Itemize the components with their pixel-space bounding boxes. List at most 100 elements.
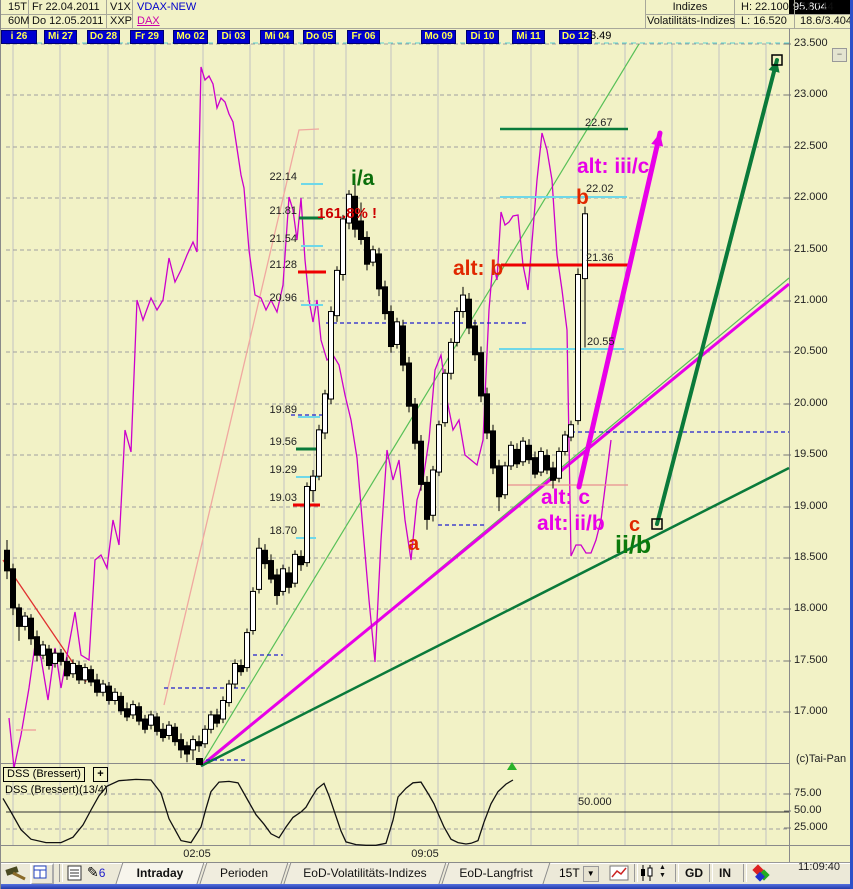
candlestick-style-icon[interactable] (639, 864, 655, 882)
date-tab-i-26[interactable]: i 26 (1, 30, 37, 44)
date-tab-fr-06[interactable]: Fr 06 (347, 30, 380, 44)
annotation-i-a: i/a (351, 167, 375, 190)
trend-line[interactable] (2, 559, 87, 683)
drawn-arrow[interactable] (576, 130, 663, 490)
candle-body (412, 403, 418, 444)
scale-spinner[interactable]: ▲ ▼ (659, 864, 666, 879)
instrument-name-2-link[interactable]: DAX (137, 15, 160, 27)
date-tab-di-03[interactable]: Di 03 (217, 30, 250, 44)
trend-line[interactable] (200, 43, 640, 766)
annotation-c: c (629, 514, 641, 536)
tab-intraday[interactable]: Intraday (115, 862, 205, 884)
candle-body (106, 685, 112, 702)
date-tab-mi-11[interactable]: Mi 11 (512, 30, 545, 44)
date-tab-mi-04[interactable]: Mi 04 (260, 30, 294, 44)
date-tab-do-05[interactable]: Do 05 (303, 30, 336, 44)
date-tab-fr-29[interactable]: Fr 29 (130, 30, 164, 44)
annotation-ii-b: ii/b (615, 531, 652, 559)
price-axis-label: 21.000 (794, 294, 828, 306)
candle-body (376, 253, 382, 290)
date-tab-mo-02[interactable]: Mo 02 (173, 30, 208, 44)
period-value: 15T (559, 866, 580, 880)
last-value-1: 21.714 (800, 1, 834, 13)
collapse-axis-button[interactable]: − (832, 48, 847, 62)
tab-eod-langfrist[interactable]: EoD-Langfrist (441, 862, 551, 884)
price-axis-label: 17.500 (794, 654, 828, 666)
oscillator-legend-box[interactable]: DSS (Bressert) (3, 767, 85, 782)
gd-button[interactable]: GD (685, 866, 703, 880)
candle-body (16, 607, 22, 627)
candle-body (184, 745, 190, 755)
candle-body (238, 665, 244, 673)
copyright-label: (c)Tai-Pan (796, 753, 847, 765)
tab-perioden[interactable]: Perioden (199, 862, 289, 884)
window-layout-button[interactable] (30, 863, 54, 885)
price-axis-label: 22.500 (794, 140, 828, 152)
chart-type-icon[interactable] (609, 864, 629, 882)
period-dropdown[interactable]: 15T ▼ (559, 864, 599, 882)
price-axis-label: 19.500 (794, 448, 828, 460)
candle-body (352, 195, 358, 230)
oscillator-current-badge: 95.804 (789, 0, 853, 14)
indicator-colors-icon[interactable] (751, 864, 771, 882)
in-button[interactable]: IN (719, 866, 731, 880)
candle-body (358, 220, 364, 241)
price-axis-label: 23.000 (794, 88, 828, 100)
date-tab-di-10[interactable]: Di 10 (466, 30, 499, 44)
header-divider (645, 14, 853, 15)
selection-handle[interactable] (771, 54, 783, 66)
trend-line[interactable] (163, 128, 320, 706)
selection-handle[interactable] (651, 518, 663, 530)
chevron-down-icon[interactable]: ▼ (582, 865, 599, 882)
candle-body (436, 424, 442, 473)
pencil-edit-icon[interactable]: ✎6 (87, 864, 105, 881)
current-time-label: 11:09:40 (798, 861, 841, 873)
tab-eod-volatilit-ts-indizes[interactable]: EoD-Volatilitäts-Indizes (283, 862, 447, 884)
candle-body (142, 718, 148, 730)
trend-line[interactable] (200, 282, 790, 768)
instrument-name-1[interactable]: VDAX-NEW (137, 1, 197, 13)
window-bottom-frame (1, 884, 853, 889)
overflow-value: 3.49 (590, 30, 612, 42)
notes-icon[interactable] (67, 864, 83, 882)
trend-line[interactable] (200, 466, 790, 768)
candle-body (304, 485, 310, 564)
candle-body (334, 269, 340, 317)
level-label: 22.67 (585, 117, 613, 129)
candle-body (112, 691, 118, 702)
header-divider (1, 28, 853, 29)
candle-body (582, 213, 588, 280)
candle-body (382, 286, 388, 315)
toolbar-separator (743, 864, 747, 882)
fib-level-label: 22.14 (269, 171, 297, 183)
candle-body (346, 193, 352, 224)
candle-body (226, 683, 232, 704)
candle-body (58, 652, 64, 662)
dax-overlay-line (8, 66, 612, 769)
candle-body (232, 662, 238, 685)
date-tab-do-12[interactable]: Do 12 (559, 30, 592, 44)
date-tab-mo-09[interactable]: Mo 09 (421, 30, 456, 44)
fib-level-label: 19.03 (269, 492, 297, 504)
toolbar-separator (634, 864, 638, 882)
date-tab-mi-27[interactable]: Mi 27 (44, 30, 77, 44)
candle-body (4, 549, 10, 572)
level-label: 22.02 (586, 183, 614, 195)
price-axis-label: 17.000 (794, 705, 828, 717)
date-tab-do-28[interactable]: Do 28 (87, 30, 120, 44)
price-axis-label: 19.000 (794, 500, 828, 512)
annotation-alt-iii-c: alt: iii/c (577, 155, 650, 178)
candle-body (496, 465, 502, 498)
annotation-b: b (576, 186, 589, 209)
candle-body (568, 424, 574, 438)
candle-body (220, 700, 226, 720)
trendline-origin-handle[interactable] (196, 758, 203, 765)
oscillator-expand-button[interactable]: + (93, 767, 108, 782)
tools-hammer-icon[interactable] (4, 864, 28, 883)
drawn-arrow[interactable] (655, 58, 779, 526)
candle-body (268, 560, 274, 580)
candle-body (94, 679, 100, 693)
date-cell-2: Do 12.05.2011 (32, 15, 104, 27)
